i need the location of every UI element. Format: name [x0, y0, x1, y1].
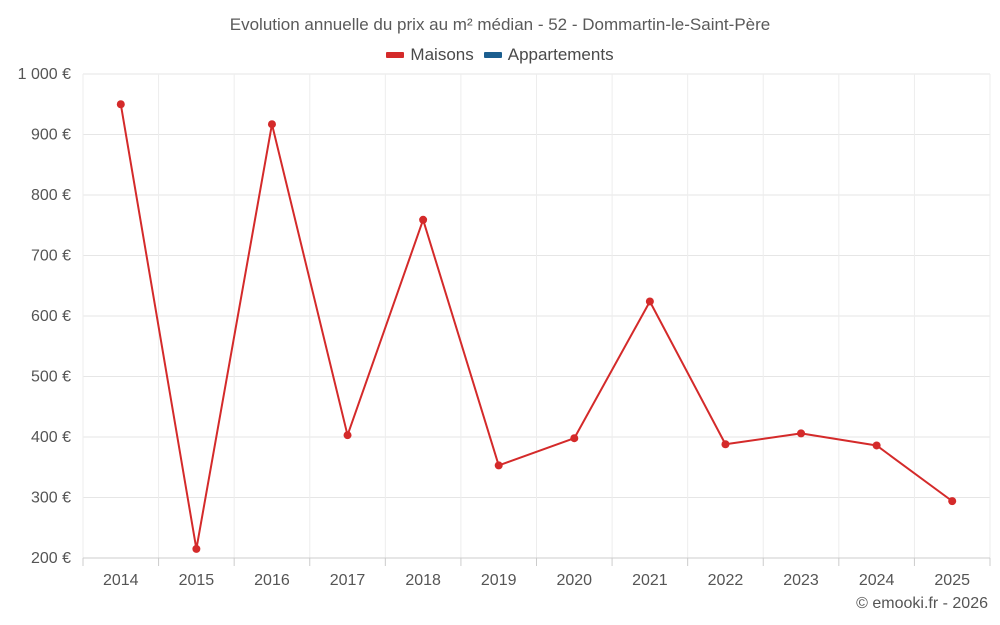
x-tick-label: 2018	[405, 572, 441, 589]
x-tick-label: 2024	[859, 572, 895, 589]
x-tick-label: 2019	[481, 572, 517, 589]
credit-text: © emooki.fr - 2026	[856, 595, 988, 612]
x-tick-label: 2025	[934, 572, 970, 589]
x-tick-label: 2014	[103, 572, 139, 589]
data-point[interactable]	[116, 100, 125, 109]
x-tick-label: 2023	[783, 572, 819, 589]
data-point[interactable]	[494, 461, 503, 470]
y-tick-label: 400 €	[31, 429, 71, 446]
y-tick-label: 300 €	[31, 490, 71, 507]
data-point[interactable]	[872, 441, 881, 450]
x-tick-label: 2017	[330, 572, 366, 589]
x-tick-label: 2020	[556, 572, 592, 589]
y-tick-label: 1 000 €	[18, 66, 71, 83]
series-layer	[116, 100, 957, 553]
legend-item-appartements[interactable]: Appartements	[483, 45, 614, 65]
y-tick-label: 700 €	[31, 248, 71, 265]
data-point[interactable]	[570, 434, 579, 443]
legend-swatch-maisons	[386, 52, 405, 58]
series-line-maisons	[119, 104, 953, 550]
data-point[interactable]	[419, 215, 428, 224]
data-point[interactable]	[645, 297, 654, 306]
data-point[interactable]	[343, 431, 352, 440]
data-point[interactable]	[948, 497, 957, 506]
data-point[interactable]	[721, 440, 730, 449]
x-tick-label: 2016	[254, 572, 290, 589]
data-point[interactable]	[192, 544, 201, 553]
legend-label-maisons: Maisons	[410, 45, 474, 64]
legend-swatch-appartements	[483, 52, 502, 58]
y-tick-label: 900 €	[31, 127, 71, 144]
y-tick-label: 200 €	[31, 550, 71, 567]
x-tick-label: 2022	[708, 572, 744, 589]
grid-layer	[82, 73, 991, 559]
data-point[interactable]	[797, 429, 806, 438]
y-tick-label: 600 €	[31, 308, 71, 325]
x-tick-label: 2021	[632, 572, 668, 589]
axis-layer: 200 € 300 € 400 € 500 € 600 € 700 € 800 € 900 €…	[18, 66, 991, 589]
chart-legend: Maisons Appartements	[0, 45, 1000, 65]
data-point[interactable]	[267, 120, 276, 129]
x-tick-label: 2015	[179, 572, 215, 589]
y-tick-label: 800 €	[31, 187, 71, 204]
chart-title: Evolution annuelle du prix au m² médian …	[229, 15, 771, 34]
y-tick-label: 500 €	[31, 369, 71, 386]
legend-label-appartements: Appartements	[507, 45, 614, 64]
legend-item-maisons[interactable]: Maisons	[386, 45, 474, 65]
